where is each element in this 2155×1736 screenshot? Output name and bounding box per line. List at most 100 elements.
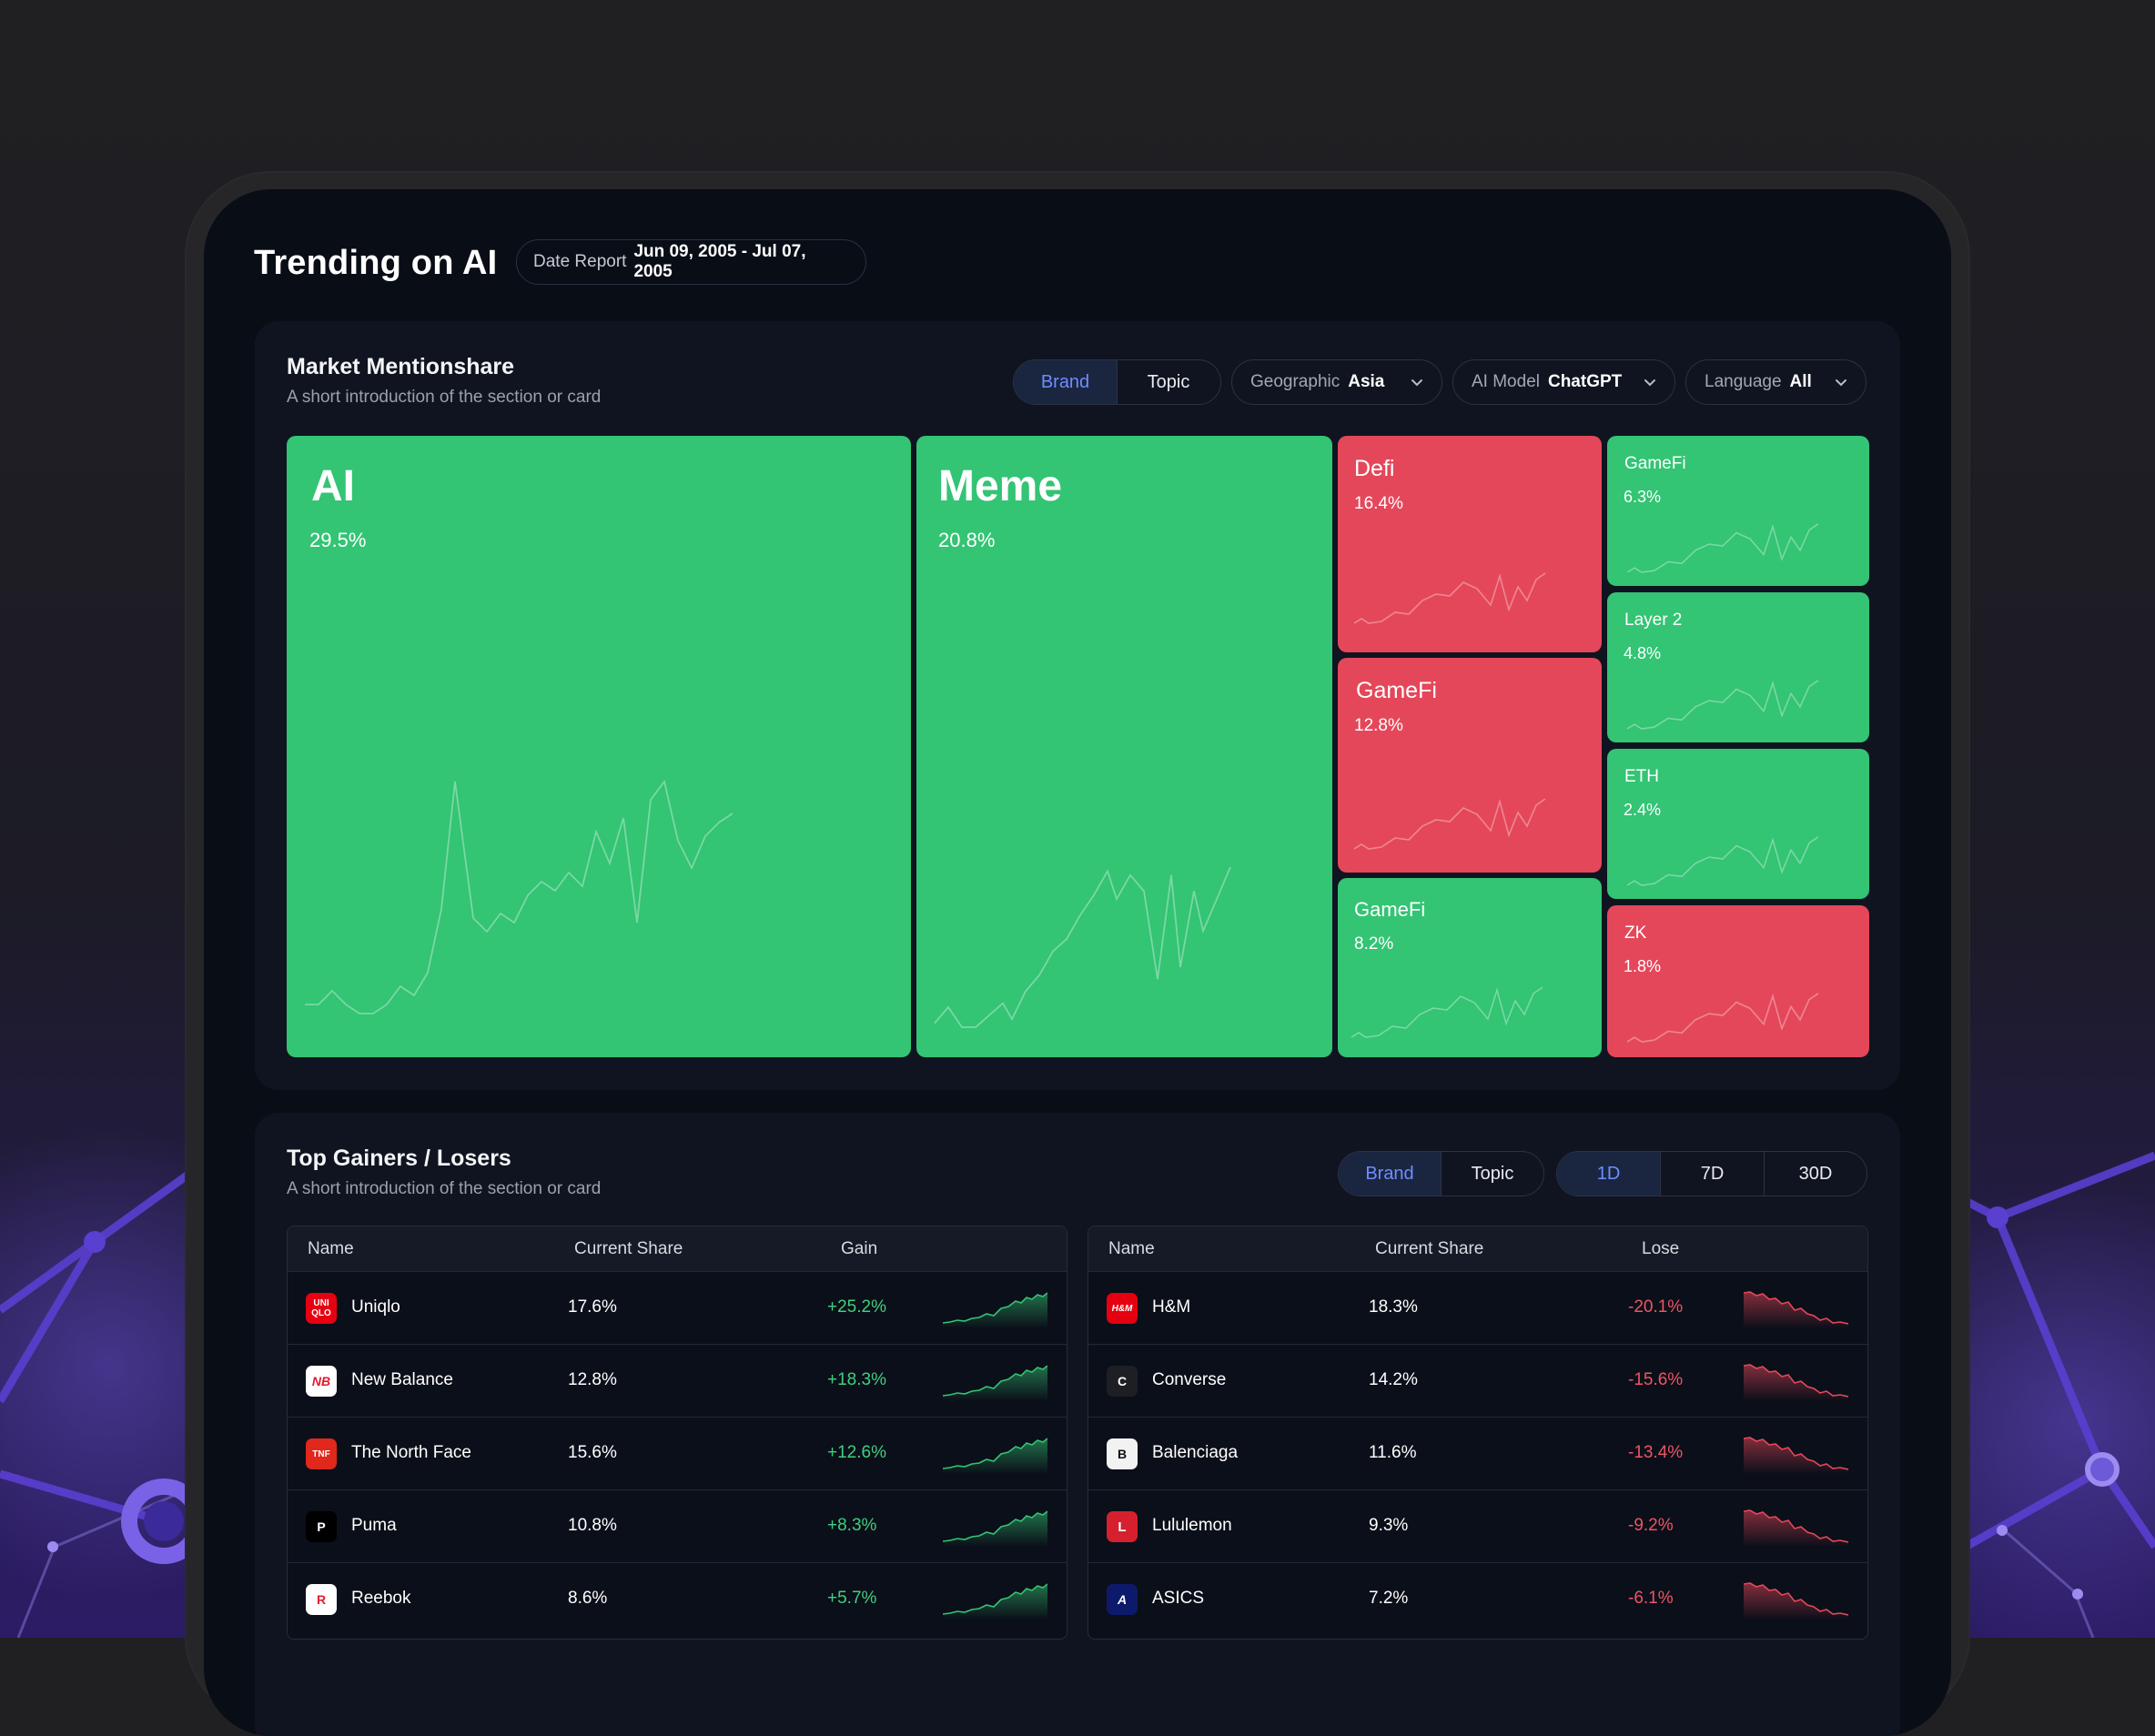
toggle-brand[interactable]: Brand [1339, 1152, 1441, 1196]
range-30d[interactable]: 30D [1764, 1152, 1867, 1196]
market-view-toggle: Brand Topic [1013, 359, 1221, 405]
losers-table: Name Current Share Lose H&M H&M 18.3% -2… [1088, 1226, 1868, 1640]
tile-name: Defi [1354, 456, 1395, 481]
treemap-tile-layer2[interactable]: Layer 2 4.8% [1607, 592, 1869, 742]
row-name: Reebok [351, 1589, 411, 1608]
tile-name: ZK [1624, 924, 1647, 943]
tile-sparkline [1351, 983, 1552, 1037]
tile-name: GameFi [1354, 898, 1426, 921]
tile-sparkline [1354, 794, 1554, 849]
sparkline-area [943, 1511, 1047, 1547]
new-balance-logo: NB [306, 1366, 337, 1397]
table-row[interactable]: C Converse 14.2% -15.6% [1088, 1344, 1867, 1418]
tile-share: 6.3% [1624, 488, 1662, 506]
treemap-tile-ai[interactable]: AI 29.5% [287, 436, 911, 1057]
range-7d[interactable]: 7D [1660, 1152, 1764, 1196]
tile-sparkline [1627, 833, 1827, 885]
treemap-tile-gamefi-82[interactable]: GameFi 8.2% [1338, 878, 1602, 1057]
table-row[interactable]: NB New Balance 12.8% +18.3% [288, 1344, 1067, 1418]
geographic-label: Geographic [1250, 372, 1341, 391]
tile-sparkline [935, 827, 1280, 1027]
losers-table-header: Name Current Share Lose [1088, 1226, 1867, 1271]
market-card-subtitle: A short introduction of the section or c… [287, 388, 602, 407]
toggle-brand[interactable]: Brand [1014, 360, 1117, 404]
toggle-topic[interactable]: Topic [1441, 1152, 1543, 1196]
sparkline-path [943, 1365, 1047, 1397]
row-trend-sparkline [943, 1510, 1047, 1547]
chevron-down-icon [1836, 379, 1846, 387]
tile-share: 29.5% [309, 529, 367, 551]
table-row[interactable]: UNI QLO Uniqlo 17.6% +25.2% [288, 1271, 1067, 1345]
treemap-tile-gamefi-128[interactable]: GameFi 12.8% [1338, 658, 1602, 873]
row-trend-sparkline [943, 1292, 1047, 1328]
row-gain: +12.6% [827, 1443, 886, 1462]
table-row[interactable]: A ASICS 7.2% -6.1% [1088, 1562, 1867, 1636]
treemap-tile-gamefi-63[interactable]: GameFi 6.3% [1607, 436, 1869, 586]
sparkline-path [1627, 524, 1818, 572]
sparkline-path [943, 1292, 1047, 1324]
row-name: The North Face [351, 1443, 471, 1462]
row-gain: +8.3% [827, 1516, 877, 1535]
col-name: Name [1108, 1239, 1155, 1258]
toggle-topic[interactable]: Topic [1117, 360, 1219, 404]
table-row[interactable]: P Puma 10.8% +8.3% [288, 1489, 1067, 1563]
tile-name: ETH [1624, 767, 1659, 786]
row-name: Puma [351, 1516, 397, 1535]
table-row[interactable]: H&M H&M 18.3% -20.1% [1088, 1271, 1867, 1345]
lululemon-logo: L [1107, 1511, 1138, 1542]
row-share: 17.6% [568, 1297, 617, 1317]
date-report-pill[interactable]: Date Report Jun 09, 2005 - Jul 07, 2005 [516, 239, 866, 285]
language-dropdown[interactable]: Language All [1685, 359, 1867, 405]
gainers-table-header: Name Current Share Gain [288, 1226, 1067, 1271]
tile-name: Layer 2 [1624, 611, 1683, 630]
row-gain: +5.7% [827, 1589, 877, 1608]
table-row[interactable]: L Lululemon 9.3% -9.2% [1088, 1489, 1867, 1563]
sparkline-path [1354, 573, 1545, 623]
tile-share: 12.8% [1354, 716, 1403, 735]
row-trend-sparkline [1744, 1582, 1848, 1620]
row-name: ASICS [1152, 1589, 1205, 1608]
movers-card-subtitle: A short introduction of the section or c… [287, 1179, 602, 1198]
tile-sparkline [1627, 520, 1827, 572]
treemap-tile-eth[interactable]: ETH 2.4% [1607, 749, 1869, 899]
sparkline-path [1351, 987, 1543, 1037]
row-name: New Balance [351, 1370, 453, 1389]
table-row[interactable]: R Reebok 8.6% +5.7% [288, 1562, 1067, 1636]
range-1d[interactable]: 1D [1557, 1152, 1660, 1196]
date-report-value: Jun 09, 2005 - Jul 07, 2005 [633, 242, 806, 281]
movers-card-title: Top Gainers / Losers [287, 1146, 511, 1171]
row-share: 9.3% [1369, 1516, 1409, 1535]
row-name: H&M [1152, 1297, 1191, 1317]
col-name: Name [308, 1239, 354, 1258]
geographic-dropdown[interactable]: Geographic Asia [1231, 359, 1442, 405]
row-lose: -9.2% [1628, 1516, 1674, 1535]
sparkline-path [1744, 1364, 1848, 1398]
sparkline-path [1354, 799, 1545, 849]
table-row[interactable]: B Balenciaga 11.6% -13.4% [1088, 1417, 1867, 1490]
row-share: 7.2% [1369, 1589, 1409, 1608]
treemap-tile-defi[interactable]: Defi 16.4% [1338, 436, 1602, 652]
row-trend-sparkline [1744, 1291, 1848, 1328]
reebok-logo: R [306, 1584, 337, 1615]
sparkline-path [1744, 1437, 1848, 1470]
row-share: 10.8% [568, 1516, 617, 1535]
treemap-tile-zk[interactable]: ZK 1.8% [1607, 905, 1869, 1057]
col-current-share: Current Share [1375, 1239, 1484, 1258]
col-lose: Lose [1642, 1239, 1680, 1258]
treemap-tile-meme[interactable]: Meme 20.8% [916, 436, 1332, 1057]
puma-logo: P [306, 1511, 337, 1542]
tile-sparkline [1354, 569, 1554, 623]
tile-name: GameFi [1624, 454, 1686, 473]
sparkline-path [1744, 1582, 1848, 1616]
tile-share: 8.2% [1354, 934, 1394, 954]
tile-share: 4.8% [1624, 644, 1662, 662]
tile-share: 2.4% [1624, 801, 1662, 819]
sparkline-path [1627, 837, 1818, 885]
row-name: Uniqlo [351, 1297, 400, 1317]
table-row[interactable]: TNF The North Face 15.6% +12.6% [288, 1417, 1067, 1490]
sparkline-area [943, 1584, 1047, 1620]
row-share: 14.2% [1369, 1370, 1418, 1389]
tile-name: Meme [938, 462, 1063, 510]
ai-model-dropdown[interactable]: AI Model ChatGPT [1452, 359, 1675, 405]
sparkline-path [943, 1583, 1047, 1615]
